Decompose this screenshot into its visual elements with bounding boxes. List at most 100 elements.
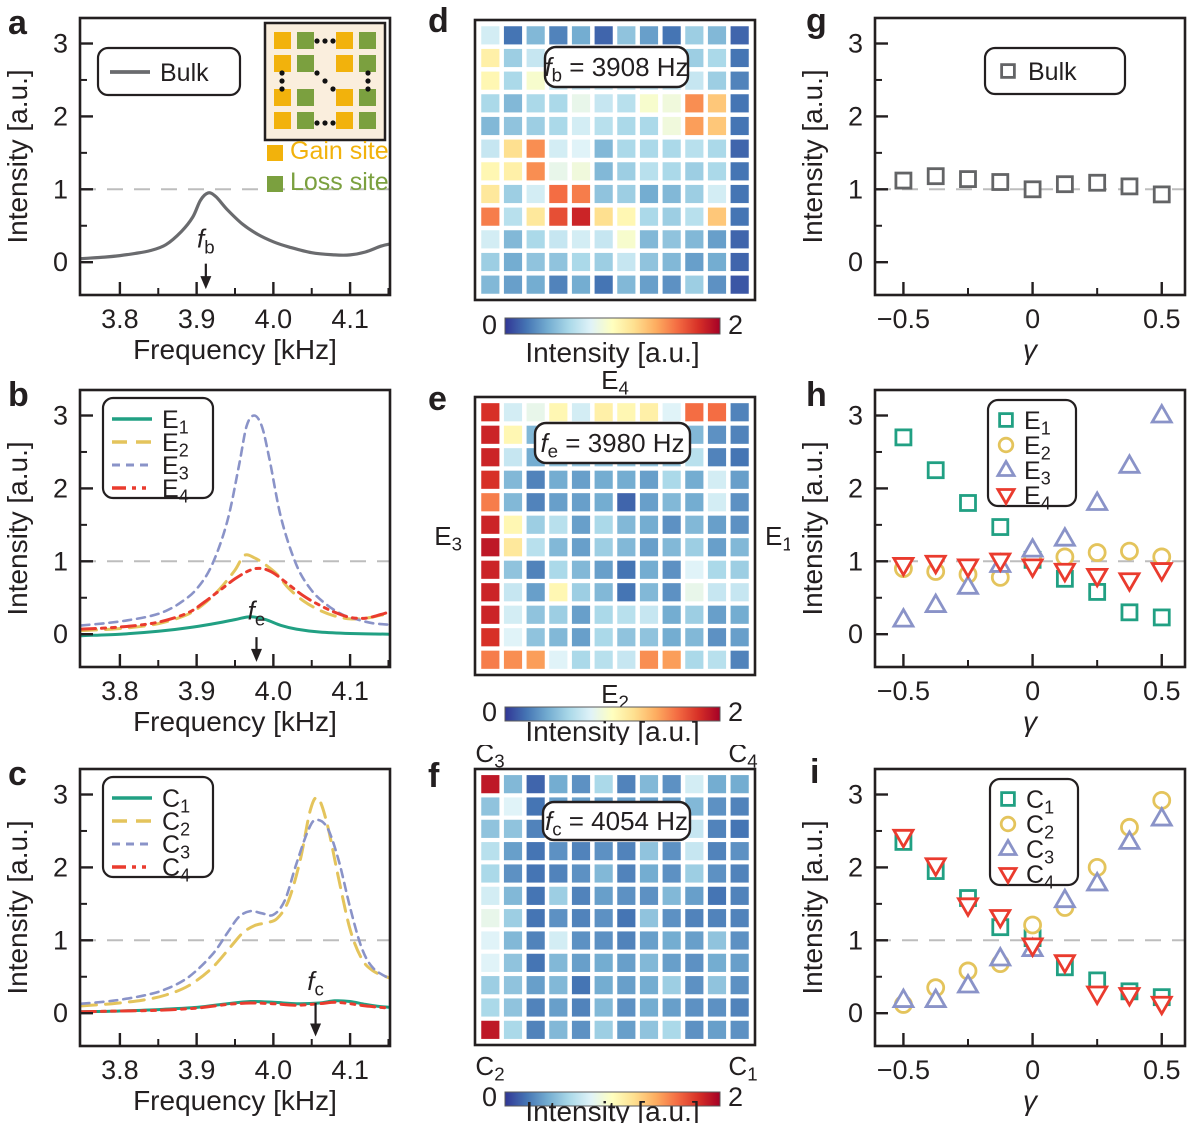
heatmap-cell <box>685 252 704 272</box>
heatmap-cell <box>594 252 613 272</box>
heatmap-cell <box>662 583 681 602</box>
heatmap-cell <box>639 1020 659 1039</box>
heatmap-cell <box>549 1020 568 1039</box>
gain-legend-swatch <box>267 145 283 161</box>
heatmap-cell <box>617 953 636 972</box>
data-marker <box>891 557 916 578</box>
svg-text:2: 2 <box>53 852 68 882</box>
heatmap-cell <box>685 1020 704 1039</box>
label-text: E4 <box>601 370 629 399</box>
heatmap-cell <box>594 403 613 422</box>
svg-text:4.0: 4.0 <box>255 304 293 334</box>
heatmap-cell <box>549 162 568 181</box>
heatmap-cell <box>481 605 500 624</box>
label-text: E3 <box>162 452 189 484</box>
ellipsis-dot <box>314 120 320 126</box>
series-C4 <box>891 828 1174 1017</box>
label-text: fc = 4054 Hz <box>545 806 688 840</box>
heatmap-cell <box>503 448 523 467</box>
svg-text:3.9: 3.9 <box>178 304 216 334</box>
heatmap-cell <box>730 403 749 422</box>
svg-text:0: 0 <box>53 998 68 1028</box>
heatmap-cell <box>685 275 704 294</box>
data-marker <box>988 552 1013 574</box>
heatmap-cell <box>503 230 523 249</box>
data-marker <box>1087 543 1107 562</box>
data-marker <box>1117 987 1142 1008</box>
label-text: E4 <box>1024 482 1051 514</box>
heatmap-cell <box>503 403 523 422</box>
panel-a: a 3.8 3.9 4.0 4.1 0 1 2 3 Frequency [kHz] Intensi… <box>0 0 400 370</box>
svg-text:1: 1 <box>53 174 68 204</box>
y-axis-label: Intensity [a.u.] <box>2 441 33 615</box>
heatmap-cell <box>639 230 659 249</box>
ellipsis-dot <box>314 70 320 76</box>
heatmap-cell <box>617 470 636 489</box>
heatmap-cell <box>503 94 523 113</box>
heatmap-border <box>473 18 757 302</box>
heatmap-cell <box>730 275 749 294</box>
heatmap-cell <box>503 583 523 602</box>
data-marker <box>1088 173 1107 192</box>
svg-text:4.1: 4.1 <box>331 676 369 706</box>
loss-legend-swatch <box>267 176 283 192</box>
colorbar-min-label: 0 <box>482 697 497 727</box>
chart-d: fb = 3908 Hz 0 2 Intensity [a.u.] <box>473 18 757 368</box>
heatmap-cell <box>662 207 681 226</box>
panel-letter-d: d <box>428 2 449 40</box>
heatmap-cell <box>639 583 659 602</box>
heatmap-cell <box>617 931 636 950</box>
x-axis-label: γ <box>1023 1085 1039 1116</box>
data-marker <box>1117 829 1142 850</box>
svg-text:0: 0 <box>1025 676 1040 706</box>
heatmap-cell <box>730 252 749 272</box>
ellipsis-dot <box>365 86 371 92</box>
svg-text:2: 2 <box>53 101 68 131</box>
heatmap-cell <box>662 1020 681 1039</box>
heatmap-cell <box>526 909 545 928</box>
heatmap-cell <box>526 252 545 272</box>
heatmap-cell <box>526 797 545 816</box>
svg-text:3.8: 3.8 <box>101 304 139 334</box>
frequency-label-box <box>533 421 692 465</box>
heatmap-cell <box>730 583 749 602</box>
heatmap-cell <box>594 493 613 512</box>
heatmap-cell <box>617 162 636 181</box>
data-marker <box>988 909 1013 930</box>
heatmap-cell <box>662 931 681 950</box>
heatmap-cell <box>730 207 749 226</box>
heatmap-cell <box>639 94 659 113</box>
heatmap-cell <box>707 909 727 928</box>
heatmap-cell <box>685 560 704 579</box>
x-axis-label: γ <box>1023 334 1039 365</box>
heatmap-cell <box>526 775 545 794</box>
heatmap-cell <box>594 842 613 861</box>
label-text: C2 <box>162 808 190 840</box>
series-E3 <box>80 414 390 627</box>
heatmap-cells <box>481 26 749 294</box>
chart-e: fe = 3980 Hz E4 E3 E1 E2 0 2 Intensity [a.u.] <box>434 370 790 745</box>
frequency-label-box <box>543 45 690 89</box>
heatmap-cell <box>685 71 704 90</box>
heatmap-cell <box>662 162 681 181</box>
ellipsis-dot <box>365 70 371 76</box>
x-axis-label: Frequency [kHz] <box>133 706 337 737</box>
heatmap-cell <box>639 886 659 905</box>
heatmap-cell <box>549 931 568 950</box>
heatmap-cell <box>662 953 681 972</box>
heatmap-cell <box>730 162 749 181</box>
heatmap-cell <box>617 184 636 204</box>
heatmap-cell <box>526 403 545 422</box>
svg-text:−0.5: −0.5 <box>877 676 930 706</box>
heatmap-cell <box>594 976 613 995</box>
heatmap-cell <box>594 998 613 1017</box>
heatmap-cell <box>685 470 704 489</box>
chart-b: 3.8 3.9 4.0 4.1 0 1 2 3 Frequency [kHz] Intensity… <box>2 388 392 737</box>
heatmap-cell <box>707 931 727 950</box>
heatmap-cell <box>594 116 613 136</box>
ellipsis-dot <box>279 86 285 92</box>
data-marker <box>1085 870 1110 892</box>
heatmap-cell <box>526 1020 545 1039</box>
